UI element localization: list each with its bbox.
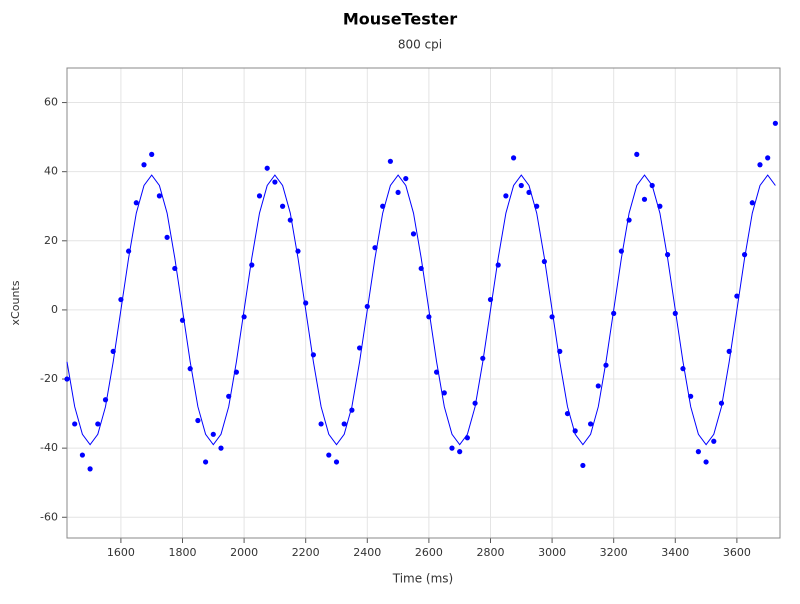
data-point xyxy=(149,151,155,157)
data-point xyxy=(695,449,701,455)
data-point xyxy=(587,421,594,427)
data-point xyxy=(765,155,771,161)
data-point xyxy=(356,345,363,351)
data-point xyxy=(279,203,286,209)
x-tick-label: 2800 xyxy=(476,546,504,559)
y-tick-label: 0 xyxy=(51,303,58,316)
data-point xyxy=(441,390,447,396)
y-tick-label: 60 xyxy=(44,96,58,109)
data-point xyxy=(195,417,201,424)
data-point xyxy=(457,449,463,455)
data-point xyxy=(711,438,717,444)
x-tick-label: 3600 xyxy=(723,546,751,559)
x-tick-label: 3200 xyxy=(600,546,628,559)
x-tick-label: 1600 xyxy=(107,546,135,559)
y-tick-label: -40 xyxy=(40,441,58,454)
x-tick-label: 3400 xyxy=(661,546,689,559)
y-tick-label: -20 xyxy=(40,372,58,385)
data-point xyxy=(303,300,309,306)
data-point xyxy=(518,182,524,189)
data-point xyxy=(218,445,224,451)
data-point xyxy=(318,421,324,427)
data-point xyxy=(64,376,70,382)
data-point xyxy=(79,452,85,458)
data-point xyxy=(202,459,209,465)
data-point xyxy=(749,200,755,206)
data-point xyxy=(364,303,370,310)
data-point xyxy=(734,293,740,299)
data-point xyxy=(249,262,255,268)
data-point xyxy=(141,162,147,168)
fit-line xyxy=(66,174,776,446)
data-point xyxy=(449,445,455,451)
x-tick-label: 3000 xyxy=(538,546,566,559)
y-tick-label: 20 xyxy=(44,234,58,247)
data-point xyxy=(426,314,432,320)
data-point xyxy=(410,231,417,237)
data-point xyxy=(603,362,609,368)
data-point xyxy=(72,421,78,427)
chart-title: MouseTester xyxy=(343,10,457,29)
x-tick-label: 2200 xyxy=(292,546,320,559)
data-point xyxy=(541,258,547,265)
data-point xyxy=(503,193,509,199)
x-axis-label: Time (ms) xyxy=(392,572,454,586)
plot-frame xyxy=(66,67,781,539)
data-point xyxy=(156,193,162,199)
data-point xyxy=(95,421,101,427)
data-point xyxy=(264,165,270,171)
data-point xyxy=(164,234,170,240)
data-point xyxy=(87,466,93,472)
data-point xyxy=(210,431,216,437)
data-point xyxy=(256,193,263,199)
data-point xyxy=(580,462,586,469)
data-point xyxy=(395,189,401,196)
data-point xyxy=(387,158,393,164)
data-point xyxy=(326,452,332,458)
data-point xyxy=(510,155,517,161)
chart-subtitle: 800 cpi xyxy=(398,38,442,52)
data-point xyxy=(772,120,778,126)
x-tick-label: 2000 xyxy=(230,546,258,559)
data-point xyxy=(333,459,340,465)
data-point xyxy=(634,151,640,157)
x-tick-label: 1800 xyxy=(168,546,196,559)
data-point xyxy=(703,459,709,465)
data-point xyxy=(672,310,678,316)
data-point xyxy=(310,352,316,358)
data-point xyxy=(495,262,501,268)
x-tick-label: 2600 xyxy=(415,546,443,559)
x-tick-label: 2400 xyxy=(353,546,381,559)
data-point xyxy=(549,314,555,320)
data-point xyxy=(757,162,763,168)
data-point xyxy=(241,314,247,320)
y-tick-label: -60 xyxy=(40,510,58,523)
data-point xyxy=(272,179,278,185)
data-point xyxy=(595,383,601,389)
y-axis-label: xCounts xyxy=(9,280,22,325)
data-point xyxy=(133,200,139,206)
data-point xyxy=(641,196,648,202)
data-point xyxy=(480,355,486,361)
data-point xyxy=(403,175,409,182)
data-point xyxy=(341,421,347,427)
y-tick-label: 40 xyxy=(44,165,58,178)
